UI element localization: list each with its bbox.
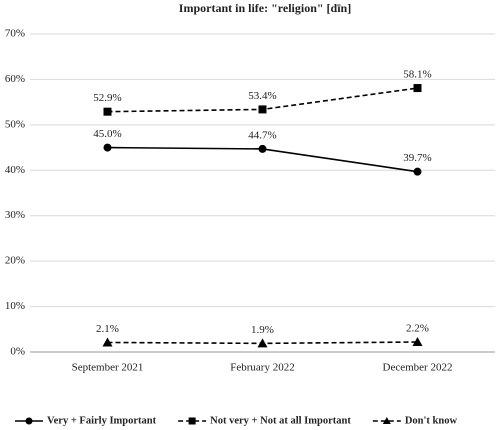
legend-label: Very + Fairly Important (47, 415, 157, 426)
x-tick-label: December 2022 (383, 362, 453, 374)
y-tick-label: 40% (5, 164, 25, 176)
legend-label: Not very + Not at all Important (210, 415, 351, 426)
data-label: 39.7% (403, 152, 431, 164)
point (413, 167, 422, 176)
point (103, 107, 112, 116)
y-tick-label: 20% (5, 255, 25, 267)
x-tick-label: September 2021 (72, 362, 144, 374)
point (413, 84, 422, 93)
data-label: 2.2% (406, 323, 429, 335)
data-label: 45.0% (93, 128, 121, 140)
y-tick-label: 70% (5, 28, 25, 40)
legend-label: Don't know (405, 415, 458, 426)
x-tick-label: February 2022 (230, 362, 294, 374)
point (258, 105, 267, 114)
point (102, 337, 113, 347)
y-tick-label: 0% (10, 346, 25, 358)
y-tick-label: 30% (5, 209, 25, 221)
y-tick-label: 60% (5, 73, 25, 85)
data-label: 2.1% (96, 323, 119, 335)
legend-marker (25, 417, 33, 425)
y-tick-label: 50% (5, 118, 25, 130)
point (412, 337, 423, 347)
point (258, 144, 267, 153)
point (257, 338, 268, 348)
point (103, 143, 112, 152)
legend-marker (188, 417, 196, 425)
legend-marker (382, 417, 391, 424)
data-label: 44.7% (248, 129, 276, 141)
chart-title: Important in life: "religion" [dīn] (179, 1, 351, 15)
data-label: 58.1% (403, 69, 431, 81)
data-label: 1.9% (251, 324, 274, 336)
data-label: 53.4% (248, 90, 276, 102)
y-tick-label: 10% (5, 300, 25, 312)
data-label: 52.9% (93, 92, 121, 104)
